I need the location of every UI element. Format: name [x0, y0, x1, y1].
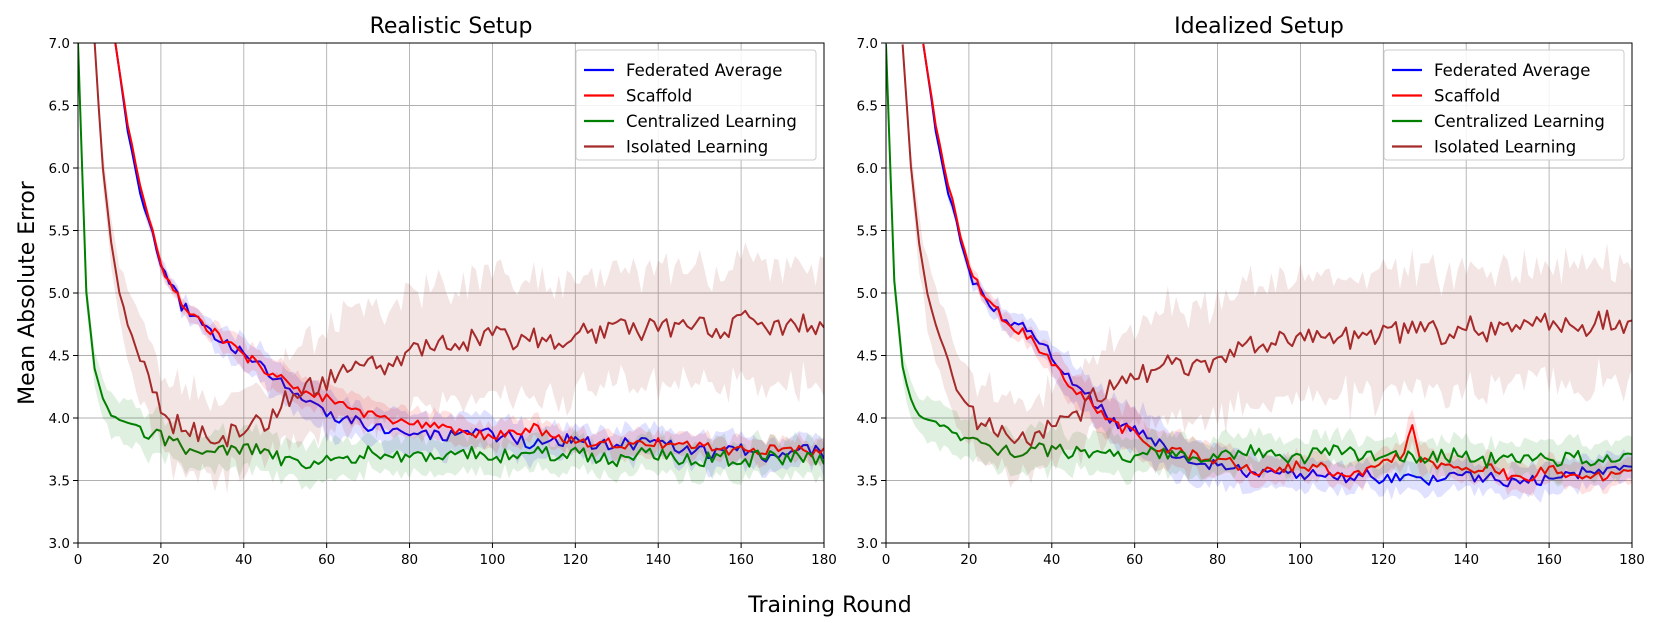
panel2-xtick-label-40: 40: [1043, 552, 1060, 568]
panel1-band-isolated-learning: [94, 43, 824, 494]
panel1-xtick-label-120: 120: [562, 552, 588, 568]
panel2-legend-label-federated-average: Federated Average: [1434, 61, 1590, 80]
panel1-xtick-label-40: 40: [235, 552, 252, 568]
panel2-plot-area: [886, 43, 1632, 503]
panel1-ytick-label-6: 6.0: [49, 161, 70, 177]
panel2-ytick-label-6-5: 6.5: [857, 99, 878, 115]
panel2-xtick-label-20: 20: [960, 552, 977, 568]
panel1-xtick-label-160: 160: [728, 552, 754, 568]
panel1-ytick-label-7: 7.0: [49, 36, 70, 52]
panel2-band-centralized-learning: [886, 43, 1632, 487]
panel2-ytick-label-7: 7.0: [857, 36, 878, 52]
panel2-line-federated-average: [922, 43, 1632, 488]
panel2-ytick-label-6: 6.0: [857, 161, 878, 177]
panel2-xtick-label-80: 80: [1209, 552, 1226, 568]
panel2-legend-label-centralized-learning: Centralized Learning: [1434, 112, 1605, 131]
panel2-ytick-label-3: 3.0: [857, 536, 878, 552]
panel1-xtick-label-180: 180: [811, 552, 837, 568]
panel1-xtick-label-20: 20: [152, 552, 169, 568]
panel1-legend-label-scaffold: Scaffold: [626, 87, 692, 106]
panel1-xtick-label-60: 60: [318, 552, 335, 568]
panel2-ytick-label-5-5: 5.5: [857, 224, 878, 240]
panel-idealized: Idealized Setup 0 20 40 60 80 100 120 140 160 180 3…: [857, 14, 1645, 568]
panel2-xtick-label-140: 140: [1453, 552, 1479, 568]
panel2-xtick-label-60: 60: [1126, 552, 1143, 568]
y-axis-label: Mean Absolute Error: [15, 180, 40, 405]
panel2-xtick-label-120: 120: [1370, 552, 1396, 568]
panel2-line-isolated-learning: [901, 44, 1632, 447]
panel1-xtick-label-100: 100: [480, 552, 506, 568]
panel2-xtick-label-160: 160: [1536, 552, 1562, 568]
panel2-line-centralized-learning: [886, 44, 1632, 469]
panel1-line-federated-average: [114, 43, 824, 463]
panel1-band-centralized-learning: [78, 43, 824, 491]
panel2-ytick-label-4-5: 4.5: [857, 349, 878, 365]
panel2-legend-label-scaffold: Scaffold: [1434, 87, 1500, 106]
panel2-xtick-label-180: 180: [1619, 552, 1645, 568]
panel1-ytick-label-4: 4.0: [49, 411, 70, 427]
panel1-ytick-label-4-5: 4.5: [49, 349, 70, 365]
panel2-title: Idealized Setup: [1174, 14, 1344, 39]
panel1-ytick-label-3: 3.0: [49, 536, 70, 552]
panel2-legend-label-isolated-learning: Isolated Learning: [1434, 138, 1576, 157]
panel1-legend-box: [575, 49, 817, 161]
panel2-line-scaffold: [922, 43, 1632, 482]
panel1-legend: Federated Average Scaffold Centralized Lea…: [575, 49, 817, 161]
panel2-ytick-label-4: 4.0: [857, 411, 878, 427]
panel1-title: Realistic Setup: [370, 14, 533, 39]
panel2-band-federated-average: [923, 43, 1632, 503]
panel1-ytick-label-3-5: 3.5: [49, 474, 70, 490]
panel2-legend-box: [1383, 49, 1625, 161]
panel1-legend-label-federated-average: Federated Average: [626, 61, 782, 80]
panel2-band-isolated-learning: [902, 43, 1632, 488]
panel-realistic: Realistic Setup 0 20 40 60 80 100 120 140 160 180 3…: [49, 14, 837, 568]
panel1-xtick-label-140: 140: [645, 552, 671, 568]
x-axis-label: Training Round: [747, 593, 911, 618]
panel1-ytick-label-6-5: 6.5: [49, 99, 70, 115]
panel1-line-isolated-learning: [93, 43, 824, 448]
panel2-xtick-label-100: 100: [1288, 552, 1314, 568]
panel2-legend: Federated Average Scaffold Centralized Lea…: [1383, 49, 1625, 161]
panel2-ytick-label-3-5: 3.5: [857, 474, 878, 490]
panel1-xtick-label-80: 80: [401, 552, 418, 568]
panel2-xtick-label-0: 0: [882, 552, 891, 568]
panel1-ytick-label-5: 5.0: [49, 286, 70, 302]
panel1-plot-area: [78, 43, 824, 494]
panel1-ytick-label-5-5: 5.5: [49, 224, 70, 240]
panel1-xtick-label-0: 0: [74, 552, 83, 568]
panel1-legend-label-centralized-learning: Centralized Learning: [626, 112, 797, 131]
panel1-line-scaffold: [114, 43, 824, 458]
panel1-legend-label-isolated-learning: Isolated Learning: [626, 138, 768, 157]
panel2-ytick-label-5: 5.0: [857, 286, 878, 302]
panel1-line-centralized-learning: [78, 43, 824, 470]
